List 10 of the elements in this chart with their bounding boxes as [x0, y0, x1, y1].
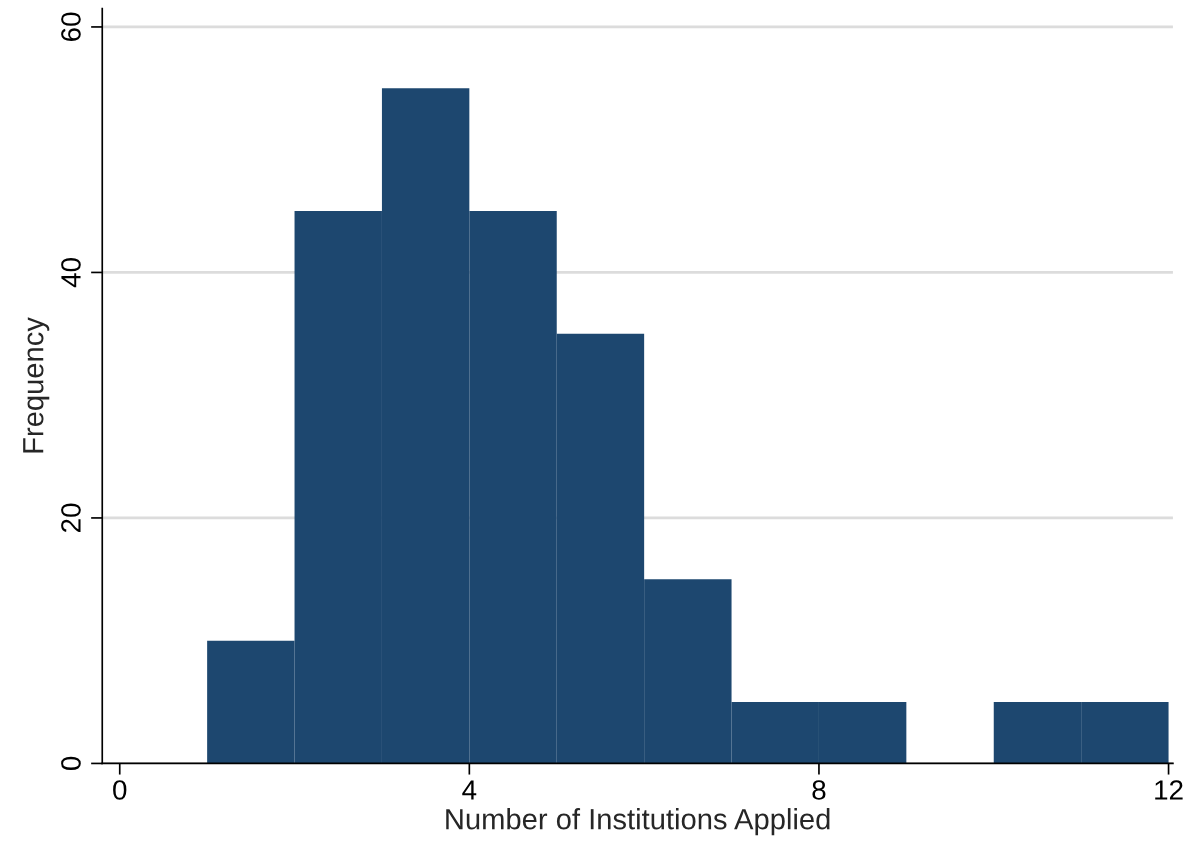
y-tick-label: 0	[61, 756, 81, 771]
x-axis-title: Number of Institutions Applied	[446, 808, 830, 836]
x-tick-label: 0	[113, 780, 127, 800]
y-axis-title: Frequency	[23, 317, 50, 453]
y-tick-label: 40	[61, 258, 81, 288]
y-tick-label: 60	[61, 12, 81, 41]
x-tick-label: 4	[462, 780, 477, 800]
x-tick-label: 8	[812, 780, 826, 800]
y-tick-label: 20	[61, 503, 81, 532]
x-tick-label: 12	[1155, 780, 1183, 800]
